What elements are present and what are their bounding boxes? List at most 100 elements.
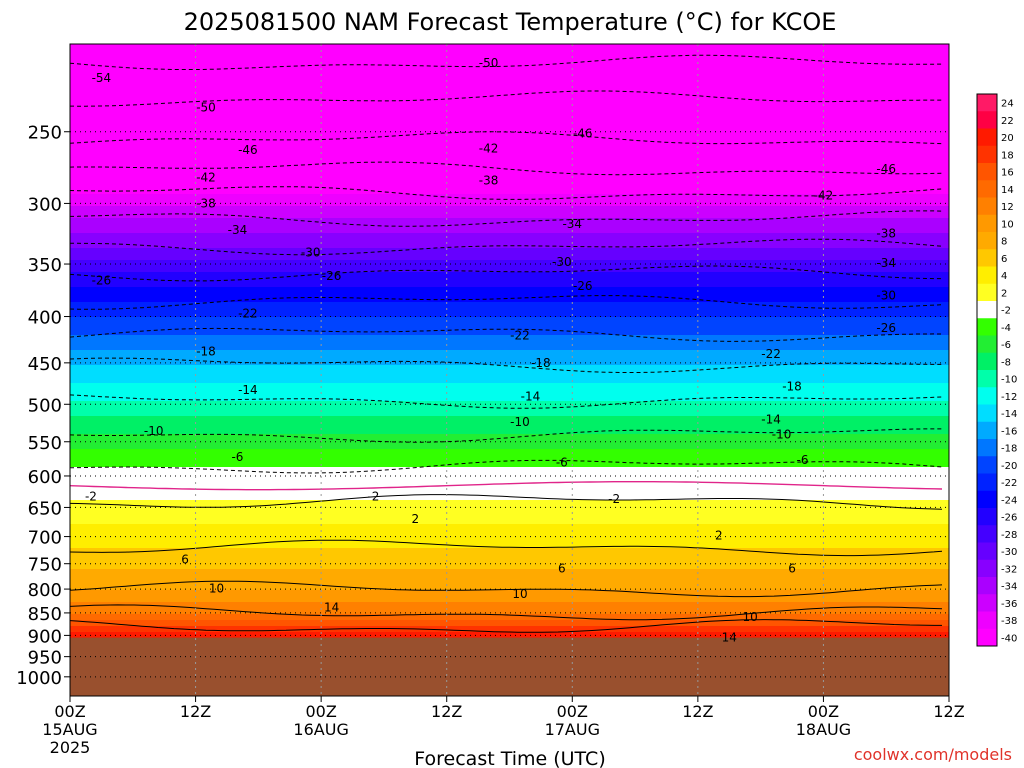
temperature-band	[70, 461, 949, 465]
temperature-band	[70, 635, 949, 639]
colorbar-swatch	[977, 525, 997, 543]
colorbar-swatch	[977, 318, 997, 336]
temperature-band	[70, 89, 949, 93]
colorbar-label: 6	[1001, 254, 1007, 265]
colorbar-swatch	[977, 94, 997, 112]
temperature-band	[70, 164, 949, 168]
temperature-band	[70, 269, 949, 273]
temperature-band	[70, 551, 949, 555]
temperature-band	[70, 527, 949, 531]
contour-line	[70, 357, 942, 373]
temperature-band	[70, 251, 949, 255]
temperature-band	[70, 179, 949, 183]
temperature-band	[70, 584, 949, 588]
x-tick-label: 00Z	[557, 702, 588, 721]
y-tick-label: 900	[28, 626, 62, 647]
temperature-band	[70, 623, 949, 627]
temperature-band	[70, 341, 949, 345]
contour-line	[70, 428, 942, 443]
x-tick-label: 00Z	[808, 702, 839, 721]
colorbar-swatch	[977, 283, 997, 302]
x-tick-label: 00Z	[305, 702, 336, 721]
colorbar-label: -36	[1001, 599, 1017, 610]
y-tick-label: 800	[28, 580, 62, 601]
colorbar-label: -6	[1001, 340, 1011, 351]
colorbar-label: -32	[1001, 564, 1017, 575]
colorbar-swatch	[977, 163, 997, 181]
temperature-band	[70, 239, 949, 243]
colorbar-label: -8	[1001, 357, 1011, 368]
contour-label: 6	[558, 561, 566, 575]
temperature-band	[70, 314, 949, 318]
temperature-band	[70, 149, 949, 153]
colorbar-label: -14	[1001, 409, 1017, 420]
chart-title: 2025081500 NAM Forecast Temperature (°C)…	[184, 8, 837, 36]
temperature-band	[70, 152, 949, 156]
temperature-band	[70, 500, 949, 504]
temperature-band	[70, 464, 949, 468]
contour-line	[70, 238, 943, 256]
temperature-band	[70, 359, 949, 363]
temperature-band	[70, 293, 949, 297]
temperature-band	[70, 470, 949, 474]
y-tick-label: 450	[28, 354, 62, 375]
contour-line	[70, 539, 943, 557]
colorbar: 24 22 20 18 16 14 12 10 8 6 4 2 -2 -4 -6 -8 -10 -12 -14 -16…	[976, 93, 1017, 647]
colorbar-swatch	[977, 128, 997, 147]
temperature-band	[70, 74, 949, 78]
contour-label: -2	[85, 489, 97, 503]
temperature-band	[70, 560, 949, 564]
temperature-band	[70, 110, 949, 114]
colorbar-label: 22	[1001, 116, 1014, 127]
y-tick-label: 550	[28, 433, 62, 454]
temperature-band	[70, 404, 949, 408]
temperature-band	[70, 440, 949, 444]
contour-label: -30	[301, 246, 321, 260]
temperature-band	[70, 425, 949, 429]
temperature-band	[70, 620, 949, 624]
temperature-band	[70, 557, 949, 561]
contour-label: 10	[209, 582, 224, 596]
temperature-band	[70, 263, 949, 267]
temperature-band	[70, 170, 949, 174]
y-tick-label: 350	[28, 255, 62, 276]
contour-label: -42	[814, 188, 834, 202]
colorbar-label: -34	[1001, 582, 1017, 593]
temperature-band	[70, 542, 949, 546]
temperature-band	[70, 242, 949, 246]
contour-label: -54	[92, 71, 112, 85]
temperature-band	[70, 578, 949, 582]
temperature-band	[70, 56, 949, 60]
temperature-band	[70, 371, 949, 375]
contour-label: -22	[238, 307, 258, 321]
contour-labels: -54 -50 -50 -46 -46 -46 -42 -42 -42 -38 -38 -38 -34 -…	[85, 56, 896, 644]
colorbar-label: 4	[1001, 271, 1007, 282]
temperature-band	[70, 68, 949, 72]
temperature-band	[70, 413, 949, 417]
colorbar-label: 14	[1001, 185, 1014, 196]
temperature-band	[70, 395, 949, 399]
colorbar-swatch	[977, 611, 997, 630]
colorbar-swatch	[977, 439, 997, 457]
temperature-band	[70, 473, 949, 477]
x-axis-label: Forecast Time (UTC)	[414, 748, 605, 768]
y-tick-label: 600	[28, 467, 62, 488]
temperature-band	[70, 206, 949, 210]
contour-label: -50	[479, 56, 499, 70]
colorbar-swatch	[977, 301, 997, 319]
temperature-band	[70, 374, 949, 378]
temperature-band	[70, 140, 949, 144]
temperature-band	[70, 284, 949, 288]
colorbar-label: 8	[1001, 237, 1007, 248]
colorbar-swatch	[977, 214, 997, 233]
colorbar-label: -38	[1001, 616, 1017, 627]
colorbar-label: -22	[1001, 478, 1017, 489]
temperature-band	[70, 566, 949, 570]
temperature-band	[70, 590, 949, 594]
temperature-band	[70, 491, 949, 495]
contour-label: -34	[228, 223, 248, 237]
temperature-band	[70, 626, 949, 630]
contour-label: -22	[761, 347, 781, 361]
temperature-band	[70, 572, 949, 576]
temperature-band	[70, 125, 949, 129]
